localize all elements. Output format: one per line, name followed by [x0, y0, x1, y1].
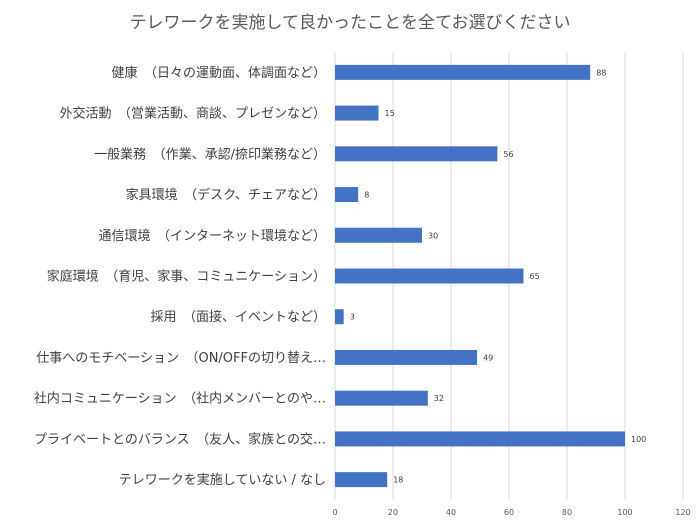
data-label: 15 — [385, 109, 395, 118]
category-label: 健康 （日々の運動面、体調面など） — [111, 65, 326, 81]
category-label: 仕事へのモチベーション （ON/OFFの切り替え… — [36, 351, 326, 366]
category-label: プライベートとのバランス （友人、家族との交… — [34, 431, 326, 447]
bar — [335, 64, 591, 80]
data-label: 30 — [428, 231, 438, 240]
category-label: 一般業務 （作業、承認/捺印業務など） — [94, 146, 326, 162]
x-tick-label: 20 — [388, 508, 398, 517]
data-label: 32 — [434, 394, 444, 403]
bar — [335, 390, 428, 406]
data-label: 49 — [483, 353, 493, 362]
chart-title: テレワークを実施して良かったことを全てお選びください — [130, 13, 571, 33]
bar — [335, 431, 625, 447]
data-label: 18 — [393, 476, 403, 485]
x-tick-label: 120 — [675, 508, 690, 517]
data-label: 8 — [364, 191, 369, 200]
x-tick-label: 80 — [562, 508, 572, 517]
bar — [335, 227, 422, 243]
data-label: 100 — [631, 435, 646, 444]
category-label: テレワークを実施していない / なし — [119, 472, 326, 488]
category-label: 家庭環境 （育児、家事、コミュニケーション） — [47, 269, 326, 285]
x-tick-label: 40 — [446, 508, 456, 517]
bar — [335, 309, 344, 325]
bar — [335, 349, 478, 365]
category-label: 家具環境 （デスク、チェアなど） — [126, 187, 326, 203]
data-label: 56 — [503, 150, 513, 159]
bar — [335, 187, 359, 203]
x-tick-label: 0 — [332, 508, 337, 517]
bar — [335, 105, 379, 121]
x-tick-label: 100 — [617, 508, 632, 517]
data-label: 3 — [350, 313, 355, 322]
x-tick-label: 60 — [504, 508, 514, 517]
bar — [335, 472, 388, 488]
bar — [335, 268, 524, 284]
data-label: 88 — [596, 68, 606, 77]
category-label: 社内コミュニケーション （社内メンバーとのや… — [34, 391, 326, 407]
category-label: 採用 （面接、イベントなど） — [150, 309, 326, 325]
data-label: 65 — [530, 272, 540, 281]
bar — [335, 146, 498, 162]
category-label: 外交活動 （営業活動、商談、プレゼンなど） — [59, 106, 326, 122]
category-label: 通信環境 （インターネット環境など） — [98, 229, 326, 244]
